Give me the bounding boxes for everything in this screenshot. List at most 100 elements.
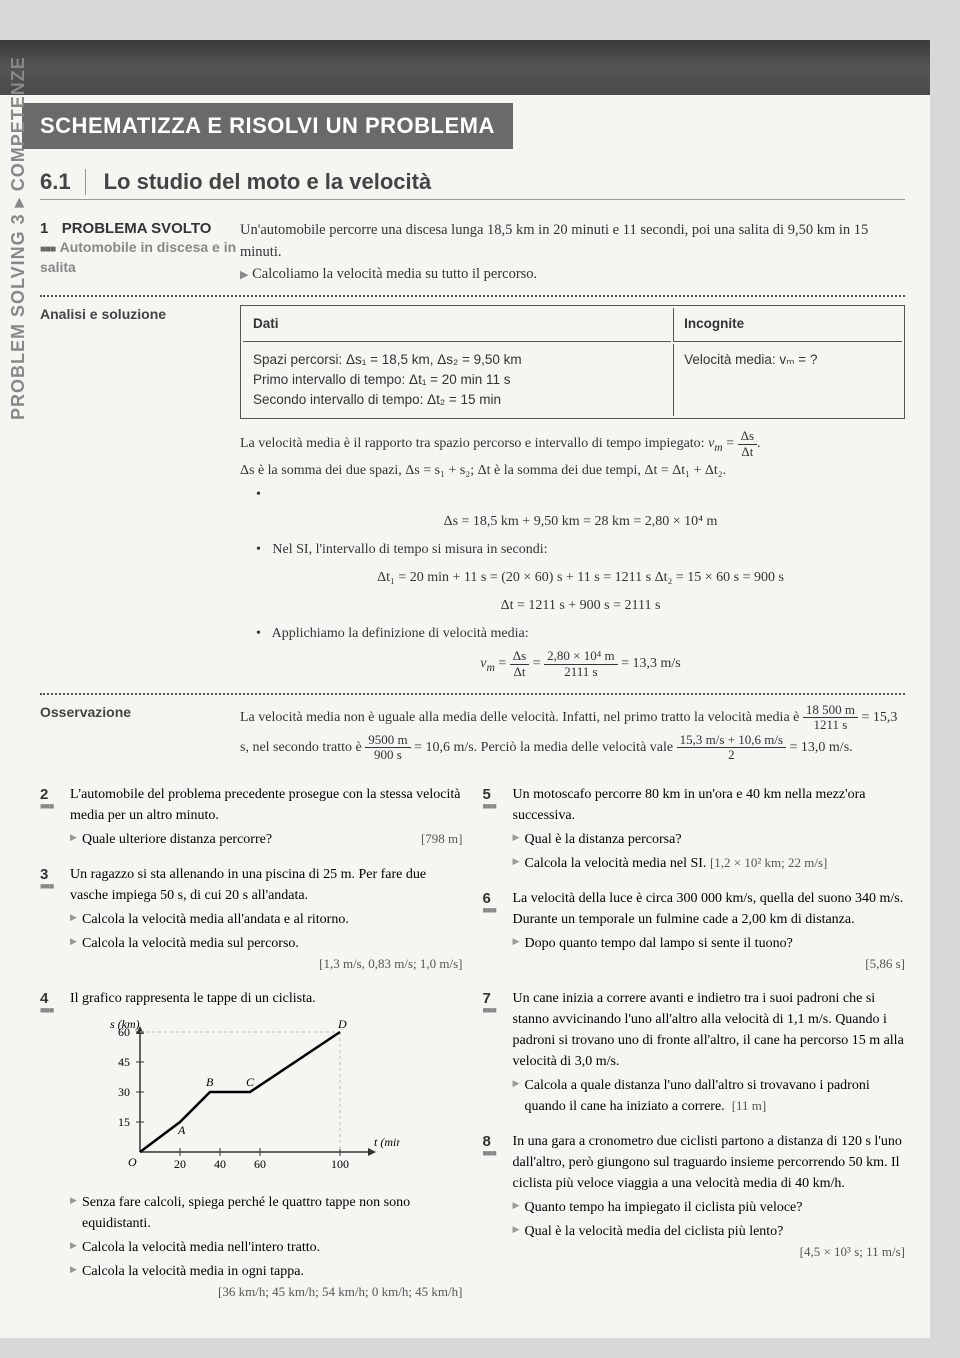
question: Calcola la velocità media sul percorso. [70,933,463,954]
calc-ds: Δs = 18,5 km + 9,50 km = 28 km = 2,80 × … [256,483,905,535]
question: Calcola la velocità media in ogni tappa. [70,1261,463,1282]
problem-label: PROBLEMA SVOLTO [62,220,212,237]
section-number: 6.1 [40,169,86,195]
answer: [11 m] [732,1098,767,1113]
exercise-text: Il grafico rappresenta le tappe di un ci… [70,991,316,1006]
obs-text-1: La velocità media non è uguale alla medi… [240,710,803,725]
calc-dt12: Δt₁ = 20 min + 11 s = (20 × 60) s + 11 s… [256,566,905,590]
obs-text-4: = 13,0 m/s. [790,740,853,755]
exercise-text: La velocità della luce è circa 300 000 k… [513,891,904,927]
problem-label-col: 1 PROBLEMA SVOLTO ■■■ Automobile in disc… [40,220,240,285]
question: Senza fare calcoli, spiega perché le qua… [70,1192,463,1234]
observation-block: Osservazione La velocità media non è ugu… [40,703,905,762]
content-area: 6.1 Lo studio del moto e la velocità 1 P… [0,169,930,1315]
exercise-text: Un motoscafo percorre 80 km in un'ora e … [513,787,866,823]
analysis-block: Analisi e soluzione Dati Incognite Spazi… [40,305,905,683]
chapter-title: SCHEMATIZZA E RISOLVI UN PROBLEMA [22,103,513,149]
answer: [4,5 × 10³ s; 11 m/s] [513,1242,906,1262]
obs-f3-den: 2 [677,748,786,762]
si-text: Nel SI, l'intervallo di tempo si misura … [272,542,547,557]
calc-ds-value: Δs = 18,5 km + 9,50 km = 28 km = 2,80 × … [256,510,905,534]
difficulty-dots: ■■■ [483,1147,496,1161]
svg-text:O: O [128,1155,137,1169]
answer: [798 m] [421,829,463,849]
analysis-content: Dati Incognite Spazi percorsi: Δs₁ = 18,… [240,305,905,683]
question: Qual è la velocità media del ciclista pi… [513,1221,906,1242]
apply-def: Applichiamo la definizione di velocità m… [256,622,905,679]
svg-text:A: A [177,1123,186,1137]
difficulty-dots: ■■■ [40,800,53,814]
question: Calcola la velocità media nell'intero tr… [70,1237,463,1258]
apply-text: Applichiamo la definizione di velocità m… [272,626,529,641]
svg-text:t (min): t (min) [374,1135,400,1149]
incognite-cell: Velocità media: vₘ = ? [673,344,902,417]
data-line-1: Spazi percorsi: Δs₁ = 18,5 km, Δs₂ = 9,5… [253,352,522,367]
question-text: Calcola la velocità media nel SI. [525,856,707,871]
cyclist-chart: 15 30 45 60 20 40 60 100 A [100,1017,463,1184]
answer: [5,86 s] [513,954,906,974]
obs-f3-num: 15,3 m/s + 10,6 m/s [677,733,786,748]
solution-math: La velocità media è il rapporto tra spaz… [240,429,905,679]
task-text: Calcoliamo la velocità media su tutto il… [252,266,537,282]
exercise-4: 4 ■■■ Il grafico rappresenta le tappe di… [40,988,463,1302]
statement-text: Un'automobile percorre una discesa lunga… [240,222,868,260]
analysis-label-col: Analisi e soluzione [40,305,240,683]
question: Calcola a quale distanza l'uno dall'altr… [513,1075,906,1117]
difficulty-dots: ■■■ [483,800,496,814]
exercises: 2 ■■■ L'automobile del problema preceden… [40,784,905,1315]
problem-statement: Un'automobile percorre una discesa lunga… [240,220,905,285]
obs-text-3: = 10,6 m/s. Perciò la media delle veloci… [414,740,677,755]
data-line-2: Primo intervallo di tempo: Δt₁ = 20 min … [253,372,511,387]
section-head: 6.1 Lo studio del moto e la velocità [40,169,905,200]
question: Quanto tempo ha impiegato il ciclista pi… [513,1197,906,1218]
sidebar-label: PROBLEM SOLVING 3 ▸ COMPETENZE [8,56,29,420]
svg-text:30: 30 [118,1085,130,1099]
exercise-6: 6 ■■■ La velocità della luce è circa 300… [483,888,906,974]
problem-subtitle: Automobile in discesa e in salita [40,239,236,275]
vm-den: 2111 s [544,665,617,679]
svg-text:45: 45 [118,1055,130,1069]
analysis-label: Analisi e soluzione [40,306,166,322]
exercises-left-col: 2 ■■■ L'automobile del problema preceden… [40,784,463,1315]
exercise-text: In una gara a cronometro due ciclisti pa… [513,1134,902,1191]
incognite-header: Incognite [673,308,902,341]
data-line-3: Secondo intervallo di tempo: Δt₂ = 15 mi… [253,392,501,407]
separator [40,693,905,695]
difficulty-dots: ■■■ [40,880,53,894]
vm-formula: vm = ΔsΔt = 2,80 × 10⁴ m2111 s = 13,3 m/… [256,649,905,679]
exercise-2: 2 ■■■ L'automobile del problema preceden… [40,784,463,850]
exercise-3: 3 ■■■ Un ragazzo si sta allenando in una… [40,864,463,974]
worked-problem: 1 PROBLEMA SVOLTO ■■■ Automobile in disc… [40,220,905,285]
difficulty-dots: ■■■ [483,1004,496,1018]
exercise-text: L'automobile del problema precedente pro… [70,787,460,823]
vm-num: 2,80 × 10⁴ m [544,649,617,664]
vm-result: = 13,3 m/s [621,656,681,671]
question: Quale ulteriore distanza percorre? [798 … [70,829,463,850]
svg-text:15: 15 [118,1115,130,1129]
svg-text:100: 100 [331,1157,349,1171]
separator [40,295,905,297]
page: SCHEMATIZZA E RISOLVI UN PROBLEMA PROBLE… [0,40,930,1338]
question: Calcola la velocità media all'andata e a… [70,909,463,930]
problem-number: 1 [40,220,48,237]
obs-f2-den: 900 s [365,748,410,762]
obs-f2-num: 9500 m [365,733,410,748]
svg-text:C: C [246,1075,255,1089]
difficulty-dots: ■■■ [40,1004,53,1018]
si-note: Nel SI, l'intervallo di tempo si misura … [256,538,905,617]
question-text: Calcola a quale distanza l'uno dall'altr… [525,1078,870,1114]
section-title: Lo studio del moto e la velocità [104,169,432,195]
svg-text:20: 20 [174,1157,186,1171]
obs-f1-den: 1211 s [803,718,858,732]
exercise-7: 7 ■■■ Un cane inizia a correre avanti e … [483,988,906,1117]
obs-label-col: Osservazione [40,703,240,762]
obs-f1-num: 18 500 m [803,703,858,718]
observation-label: Osservazione [40,704,131,720]
question: Dopo quanto tempo dal lampo si sente il … [513,933,906,954]
triangle-icon: ▶ [240,269,248,281]
dati-cell: Spazi percorsi: Δs₁ = 18,5 km, Δs₂ = 9,5… [243,344,671,417]
calc-dt-sum: Δt = 1211 s + 900 s = 2111 s [256,594,905,618]
question: Calcola la velocità media nel SI. [1,2 ×… [513,853,906,874]
exercise-text: Un cane inizia a correre avanti e indiet… [513,991,904,1069]
exercises-right-col: 5 ■■■ Un motoscafo percorre 80 km in un'… [483,784,906,1315]
